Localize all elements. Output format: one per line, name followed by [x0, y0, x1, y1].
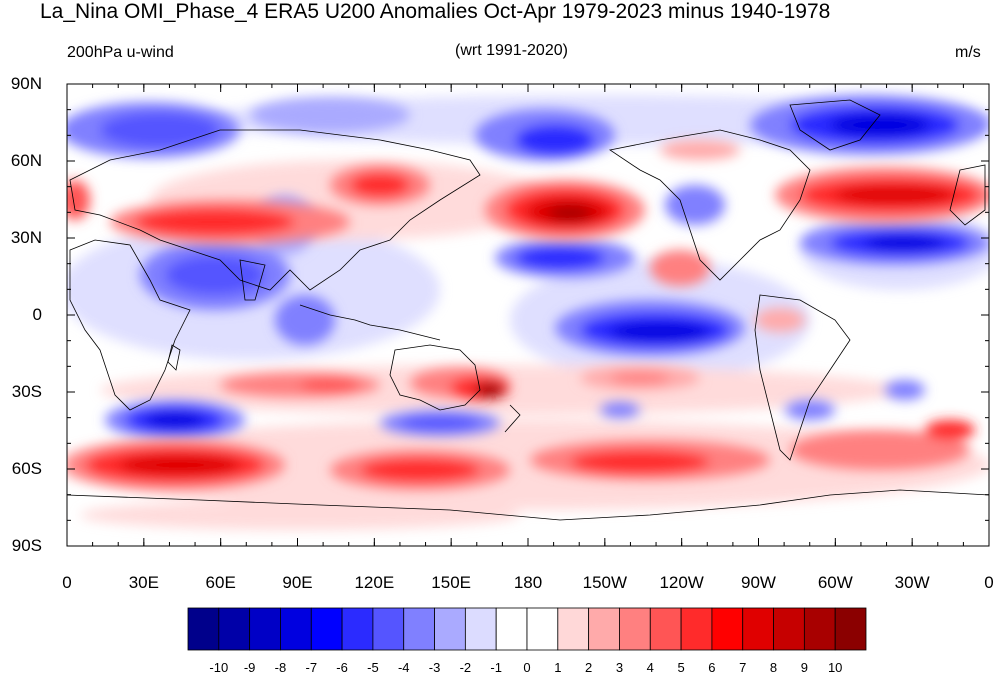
- colorbar-box: [187, 607, 220, 651]
- lon-label: 90W: [741, 573, 776, 592]
- colorbar-box: [649, 607, 682, 651]
- coastlines: [67, 99, 989, 521]
- colorbar-box: [495, 607, 528, 651]
- colorbar-box: [280, 607, 312, 651]
- units-label: m/s: [955, 44, 981, 61]
- colorbar-box: [464, 607, 497, 651]
- lat-label: 90S: [11, 536, 42, 555]
- map-title: La_Nina OMI_Phase_4 ERA5 U200 Anomalies …: [40, 0, 831, 23]
- colorbar-box: [588, 607, 620, 651]
- colorbar-box: [711, 607, 744, 651]
- anomaly-field: [67, 95, 989, 530]
- colorbar-box: [218, 607, 251, 651]
- colorbar-label: 2: [585, 660, 593, 675]
- colorbar-box: [372, 607, 405, 651]
- colorbar-label: 8: [769, 660, 778, 675]
- lat-label: 60S: [11, 459, 42, 478]
- lat-label: 90N: [10, 74, 42, 93]
- colorbar-label: 4: [646, 660, 654, 675]
- colorbar-label: -2: [459, 660, 472, 675]
- colorbar-label: -10: [209, 660, 229, 675]
- colorbar: [187, 607, 867, 651]
- lon-label: 60E: [205, 573, 236, 592]
- colorbar-label: -8: [274, 660, 287, 675]
- lon-label: 120E: [354, 573, 395, 592]
- colorbar-label: -4: [397, 660, 410, 675]
- colorbar-label: -1: [490, 660, 502, 675]
- colorbar-label: 0: [523, 660, 531, 675]
- lon-label: 0: [62, 573, 72, 592]
- colorbar-label: -6: [336, 660, 348, 675]
- colorbar-label: -5: [367, 660, 379, 675]
- lat-label: 0: [32, 305, 42, 324]
- colorbar-box: [773, 607, 805, 651]
- reference-label: (wrt 1991-2020): [455, 42, 568, 59]
- colorbar-box: [403, 607, 435, 651]
- lon-label: 180: [513, 573, 543, 592]
- lon-label: 30W: [894, 573, 930, 592]
- lon-label: 0: [984, 573, 994, 592]
- colorbar-label: -7: [305, 660, 318, 675]
- lon-label: 120W: [659, 573, 704, 592]
- colorbar-box: [680, 607, 713, 651]
- colorbar-box: [742, 607, 774, 651]
- variable-label: 200hPa u-wind: [67, 44, 174, 61]
- colorbar-box: [526, 607, 559, 651]
- colorbar-box: [249, 607, 281, 651]
- axis-ticks: [66, 83, 990, 547]
- lon-label: 150E: [431, 573, 471, 592]
- lon-label: 60W: [817, 573, 853, 592]
- colorbar-label: 10: [827, 660, 843, 675]
- colorbar-box: [434, 607, 466, 651]
- colorbar-box: [310, 607, 343, 651]
- colorbar-label: 7: [739, 660, 747, 675]
- colorbar-label: -9: [243, 660, 256, 675]
- colorbar-label: -3: [428, 660, 441, 675]
- colorbar-box: [803, 607, 836, 651]
- colorbar-box: [341, 607, 374, 651]
- colorbar-label: 9: [800, 660, 808, 675]
- colorbar-box: [834, 607, 867, 651]
- colorbar-box: [557, 607, 590, 651]
- lat-label: 30N: [10, 228, 42, 247]
- lat-label: 30S: [11, 382, 42, 401]
- lon-label: 90E: [282, 573, 313, 592]
- colorbar-label: 1: [554, 660, 562, 675]
- colorbar-label: 3: [615, 660, 624, 675]
- lat-label: 60N: [10, 151, 42, 170]
- colorbar-label: 5: [677, 660, 685, 675]
- colorbar-box: [619, 607, 651, 651]
- lon-label: 150W: [582, 573, 628, 592]
- lon-label: 30E: [128, 573, 159, 592]
- colorbar-label: 6: [708, 660, 716, 675]
